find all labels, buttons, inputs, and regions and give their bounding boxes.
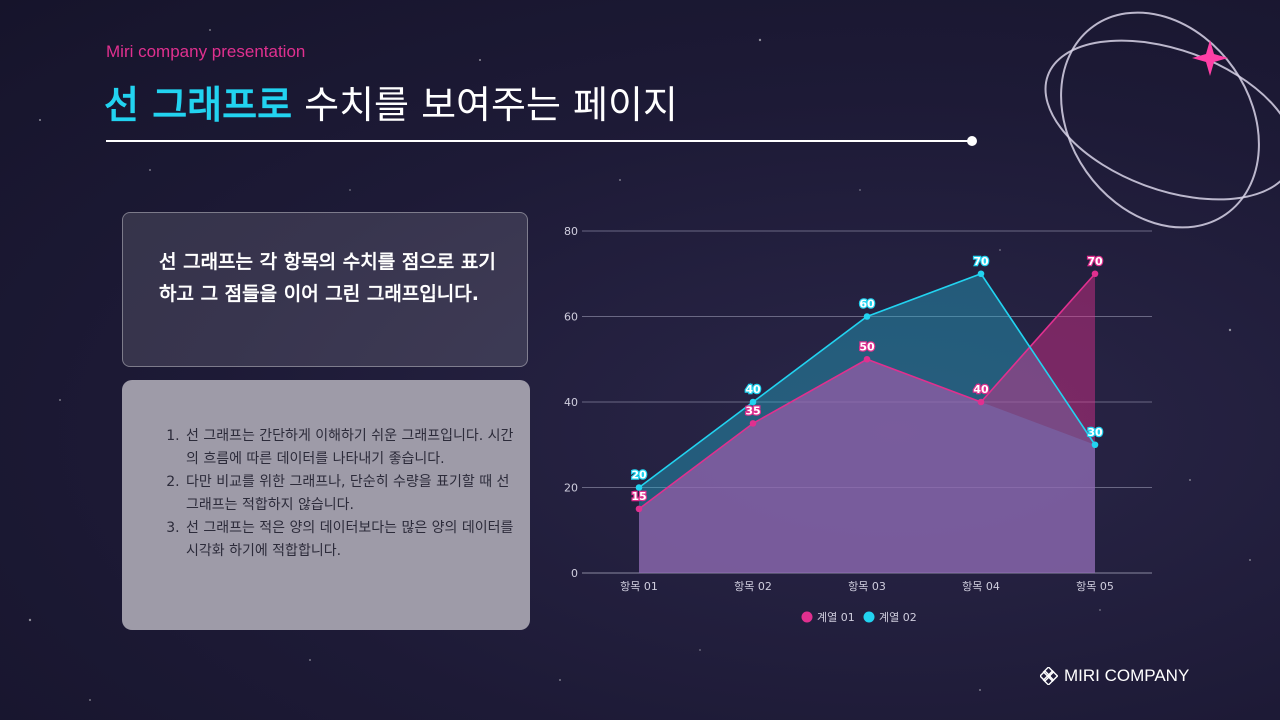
data-label: 15: [631, 490, 646, 503]
y-tick-label: 20: [564, 482, 578, 495]
page-title: 선 그래프로 수치를 보여주는 페이지: [104, 74, 678, 129]
legend-marker: [801, 611, 813, 623]
intro-box: 선 그래프는 각 항목의 수치를 점으로 표기하고 그 점들을 이어 그린 그래…: [122, 212, 528, 367]
series-area: [639, 273, 1095, 573]
brand-name: MIRI COMPANY: [1064, 666, 1190, 685]
x-tick-label: 항목 03: [848, 580, 886, 593]
diamond-logo-icon: [1040, 667, 1058, 685]
data-label: 40: [745, 383, 761, 396]
title-divider: [106, 140, 972, 142]
y-tick-label: 80: [564, 225, 578, 238]
notes-list: 선 그래프는 간단하게 이해하기 쉬운 그래프입니다. 시간의 흐름에 따른 데…: [162, 425, 514, 563]
data-point: [749, 398, 757, 406]
presentation-subtitle: Miri company presentation: [106, 42, 306, 61]
data-point: [635, 505, 643, 513]
series-overlap-area: [639, 359, 1095, 573]
series-area: [639, 273, 1095, 573]
intro-text: 선 그래프는 각 항목의 수치를 점으로 표기하고 그 점들을 이어 그린 그래…: [159, 251, 496, 305]
data-point: [863, 313, 871, 320]
legend-label: 계열 01: [817, 611, 855, 624]
data-label: 70: [973, 255, 989, 268]
title-rest: 수치를 보여주는 페이지: [292, 83, 678, 127]
data-point: [977, 270, 985, 278]
y-tick-label: 40: [564, 396, 578, 409]
note-item-1: 선 그래프는 간단하게 이해하기 쉬운 그래프입니다. 시간의 흐름에 따른 데…: [184, 425, 514, 471]
data-label: 30: [1087, 426, 1103, 439]
note-item-3: 선 그래프는 적은 양의 데이터보다는 많은 양의 데이터를 시각화 하기에 적…: [184, 517, 514, 563]
data-label: 35: [745, 404, 760, 417]
notes-box: 선 그래프는 간단하게 이해하기 쉬운 그래프입니다. 시간의 흐름에 따른 데…: [122, 380, 530, 630]
x-tick-label: 항목 04: [962, 580, 1000, 593]
brand-logo: MIRI COMPANY: [1040, 666, 1189, 686]
divider-end-dot: [967, 136, 977, 146]
line-chart: 0 20 40 60 80 항목 01 항목 02 항목 03 항목 04 항목 05 15 35 50…: [564, 225, 1152, 624]
data-label: 50: [859, 340, 875, 353]
y-tick-label: 60: [564, 311, 578, 324]
note-item-2: 다만 비교를 위한 그래프나, 단순히 수량을 표기할 때 선 그래프는 적합하…: [184, 471, 514, 517]
data-point: [1091, 270, 1099, 278]
data-point: [977, 398, 985, 406]
x-tick-label: 항목 01: [620, 580, 658, 593]
legend-label: 계열 02: [879, 611, 917, 624]
data-point: [863, 355, 871, 363]
title-highlight: 선 그래프로: [104, 83, 293, 127]
data-point: [749, 420, 757, 427]
x-tick-label: 항목 02: [734, 580, 772, 593]
data-label: 70: [1087, 255, 1103, 268]
y-tick-label: 0: [571, 567, 578, 580]
data-label: 60: [859, 298, 875, 311]
x-tick-label: 항목 05: [1076, 580, 1114, 593]
legend-marker: [863, 611, 875, 623]
orbit-decoration: [1044, 11, 1280, 229]
data-label: 40: [973, 383, 989, 396]
data-point: [1091, 441, 1099, 449]
sparkle-icon: [1192, 40, 1228, 76]
data-point: [635, 484, 643, 491]
data-label: 20: [631, 469, 647, 482]
